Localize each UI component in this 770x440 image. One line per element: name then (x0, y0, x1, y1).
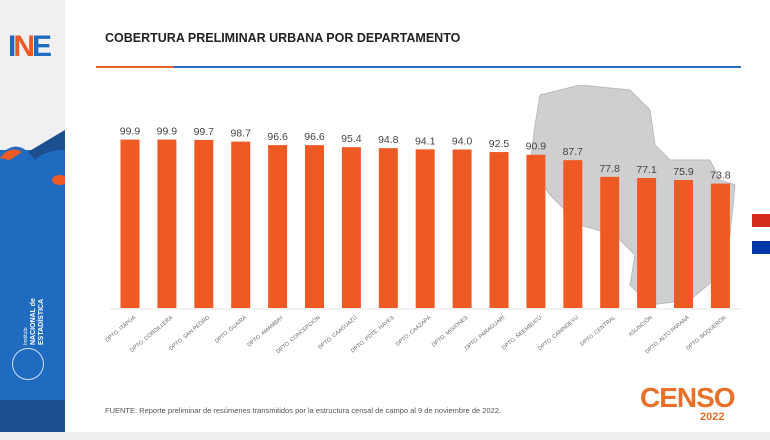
bar (710, 183, 730, 308)
data-label: 95.4 (341, 133, 362, 145)
bar (563, 160, 583, 308)
data-label: 94.0 (452, 136, 473, 148)
bar (341, 147, 361, 308)
data-label: 75.9 (673, 166, 694, 178)
page-title: COBERTURA PRELIMINAR URBANA POR DEPARTAM… (105, 31, 461, 45)
data-label: 77.1 (636, 164, 657, 176)
seal-icon (12, 348, 44, 380)
category-label: DPTO. GUAIRÁ (213, 314, 248, 345)
category-label: DPTO. CAAZAPÁ (394, 314, 432, 348)
sidebar-blue-band (0, 150, 65, 432)
bar (157, 139, 177, 308)
category-label: DPTO. AMAMBAY (247, 315, 286, 349)
category-label: DPTO. CAAGUAZÚ (317, 314, 359, 351)
category-label: DPTO. CENTRAL (579, 315, 616, 348)
censo-logo-text: CENSO (640, 382, 736, 413)
ine-logo: INE (8, 30, 52, 63)
censo-logo: CENSO (640, 382, 736, 414)
category-label: DPTO. MISIONES (431, 315, 470, 349)
bar (305, 145, 324, 308)
data-label: 87.7 (563, 146, 584, 158)
data-label: 94.8 (378, 134, 399, 146)
data-label: 94.1 (415, 135, 436, 147)
data-label: 98.7 (230, 128, 251, 140)
bar (489, 152, 509, 308)
category-label: DPTO. ÑEEMBUCÚ (501, 314, 544, 351)
source-note: FUENTE: Reporte preliminar de resúmenes … (105, 406, 502, 415)
data-label: 99.9 (120, 126, 141, 138)
data-label: 96.6 (304, 131, 325, 143)
category-label: ASUNCIÓN (627, 314, 654, 338)
data-label: 99.7 (194, 126, 215, 138)
bar (452, 149, 472, 308)
bar (268, 145, 288, 308)
title-divider (96, 66, 741, 68)
data-label: 73.8 (710, 170, 731, 182)
censo-year: 2022 (700, 411, 725, 423)
bar (415, 149, 435, 308)
sidebar-dark-band (0, 400, 65, 432)
sidebar: INE Instituto NACIONAL de ESTADÍSTICA (0, 0, 65, 432)
data-label: 77.8 (599, 163, 620, 175)
bar (194, 139, 214, 308)
bottom-bar (0, 432, 770, 440)
data-label: 96.6 (267, 131, 288, 143)
category-label: DPTO. PARAGUARÍ (463, 314, 506, 352)
bar (600, 176, 620, 308)
data-label: 90.9 (526, 141, 547, 153)
bar (526, 154, 546, 308)
category-label: DPTO. SAN PEDRO (168, 314, 211, 352)
category-label: DPTO. CANINDEYÚ (537, 314, 580, 352)
bar (378, 148, 398, 308)
data-label: 92.5 (489, 138, 510, 150)
data-label: 99.9 (157, 126, 178, 138)
bar (674, 180, 693, 308)
wave-decoration (0, 130, 65, 190)
category-label: DPTO. ITAPÚA (104, 314, 138, 344)
flag-icon (752, 214, 770, 254)
bar (637, 178, 657, 308)
bar (120, 139, 140, 308)
bar (231, 141, 251, 308)
category-label: DPTO. BOQUERÓN (685, 314, 728, 352)
